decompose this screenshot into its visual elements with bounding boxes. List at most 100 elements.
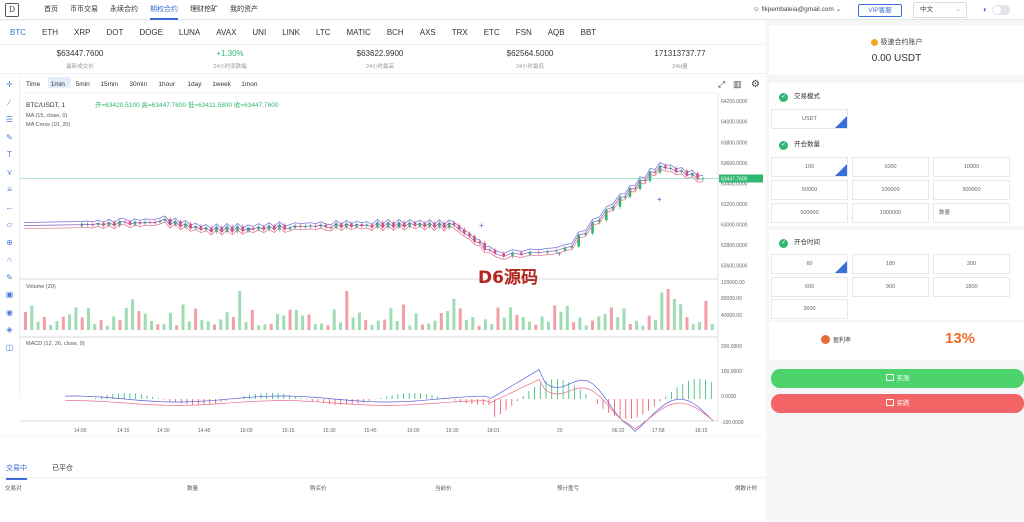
candle-body <box>370 224 374 228</box>
symbol-tab[interactable]: AVAX <box>216 28 237 37</box>
mode-option-usdt[interactable]: USDT <box>771 109 848 129</box>
eye-icon[interactable]: ◉ <box>6 307 13 317</box>
symbol-tab[interactable]: AXS <box>419 28 436 37</box>
time-option[interactable]: 600 <box>771 277 848 297</box>
volume-bar <box>187 321 191 330</box>
text-icon[interactable]: T <box>7 150 12 159</box>
qty-option[interactable]: 500000 <box>771 203 848 223</box>
chart-canvas[interactable]: Time 1min 5min 15min 30min 1hour 1day 1week 1mon… <box>20 76 765 436</box>
interval-15min[interactable]: 15min <box>100 81 118 88</box>
nav-perpetual[interactable]: 永续合约 <box>110 6 138 13</box>
fib-icon[interactable]: ☰ <box>5 115 14 124</box>
symbol-tab[interactable]: XRP <box>74 28 91 37</box>
time-option[interactable]: 180 <box>852 254 929 274</box>
time-tick: 18:01 <box>487 428 500 434</box>
qty-option[interactable]: 50000 <box>771 180 848 200</box>
symbol-tab[interactable]: DOT <box>106 28 124 37</box>
candle-body <box>591 222 594 234</box>
symbol-tab[interactable]: FSN <box>515 28 532 37</box>
candle-body <box>701 178 705 180</box>
symbol-tab[interactable]: AQB <box>547 28 565 37</box>
volume-bar <box>200 320 204 330</box>
symbol-tab[interactable]: TRX <box>451 28 468 37</box>
interval-30min[interactable]: 30min <box>129 81 147 88</box>
time-option[interactable]: 1800 <box>933 277 1010 297</box>
lock-icon[interactable]: ▣ <box>5 290 14 299</box>
volume-bar <box>301 315 305 330</box>
nav-home[interactable]: 首页 <box>44 6 58 13</box>
interval-1week[interactable]: 1week <box>212 81 232 88</box>
chevron-down-icon: ⌄ <box>835 6 842 13</box>
volume-bar <box>616 317 620 330</box>
symbol-tab[interactable]: ETC <box>483 28 500 37</box>
symbol-tab[interactable]: LINK <box>282 28 300 37</box>
interval-1mon[interactable]: 1mon <box>241 81 258 88</box>
symbol-tab[interactable]: BCH <box>386 28 404 37</box>
account-balance: 0.00 USDT <box>871 53 922 64</box>
user-menu[interactable]: ☺ filipembaleia@gmail.com ⌄ <box>753 0 841 20</box>
volume-bar <box>609 307 613 330</box>
symbol-tab[interactable]: BBT <box>580 28 597 37</box>
buy-down-button[interactable]: 买跌 <box>771 394 1024 413</box>
time-label: ✓ 开仓时间 <box>779 239 820 248</box>
logo-icon[interactable]: D <box>5 3 19 17</box>
tab-open-orders[interactable]: 交易中 <box>6 460 27 480</box>
qty-option[interactable]: 100000 <box>852 180 929 200</box>
macd-line <box>64 369 714 432</box>
interval-1min[interactable]: 1min <box>51 81 65 88</box>
volume-bar <box>320 323 324 330</box>
time-option[interactable]: 300 <box>933 254 1010 274</box>
pattern-icon[interactable]: ⋎ <box>6 167 13 177</box>
lock-draw-icon[interactable]: ✎ <box>6 272 13 282</box>
symbol-tab[interactable]: BTC <box>10 28 26 37</box>
symbol-tab[interactable]: DOGE <box>139 28 163 37</box>
ruler-icon[interactable]: ≡ <box>7 185 12 194</box>
qty-option[interactable]: 1000000 <box>852 203 929 223</box>
interval-1day[interactable]: 1day <box>187 81 202 88</box>
measure-icon[interactable]: ▱ <box>6 220 13 229</box>
cross-marker: + <box>79 221 84 230</box>
trash-icon[interactable]: ◫ <box>5 342 14 352</box>
symbol-tab[interactable]: MATIC <box>346 28 371 37</box>
time-option[interactable]: 900 <box>852 277 929 297</box>
nav-spot[interactable]: 币币交易 <box>70 6 98 13</box>
qty-input[interactable]: 数量 <box>933 203 1010 223</box>
magnet-icon[interactable]: ∩ <box>6 255 13 264</box>
interval-1hour[interactable]: 1hour <box>158 81 175 88</box>
tab-closed-orders[interactable]: 已平仓 <box>52 465 73 472</box>
nav-mining[interactable]: 理财挖矿 <box>190 6 218 13</box>
interval-5min[interactable]: 5min <box>76 81 90 88</box>
qty-option[interactable]: 300000 <box>933 180 1010 200</box>
price-tick: 62600.0000 <box>721 264 748 270</box>
zoom-icon[interactable]: ⊕ <box>6 237 13 247</box>
nav-options[interactable]: 期权合约 <box>150 0 178 20</box>
candle-body <box>685 170 689 176</box>
top-navbar: D 首页 币币交易 永续合约 期权合约 理财挖矿 我的资产 ☺ filipemb… <box>0 0 1024 20</box>
volume-bar <box>698 322 702 330</box>
layers-icon[interactable]: ◈ <box>6 325 13 334</box>
trendline-icon[interactable]: ∕ <box>8 97 11 107</box>
volume-bar <box>465 320 468 330</box>
candlestick-chart[interactable]: Time 1min 5min 15min 30min 1hour 1day 1week 1mon… <box>20 76 765 436</box>
interval-time[interactable]: Time <box>26 81 41 88</box>
time-option[interactable]: 60 <box>771 254 848 274</box>
language-select[interactable]: 中文 ⌄ <box>913 2 967 18</box>
symbol-tab[interactable]: LUNA <box>178 28 201 37</box>
symbol-tab[interactable]: LTC <box>315 28 331 37</box>
theme-toggle[interactable] <box>992 5 1010 15</box>
crosshair-icon[interactable]: ✛ <box>6 80 13 89</box>
candle-body <box>194 226 198 229</box>
vip-service-button[interactable]: VIP客服 <box>858 4 902 17</box>
qty-option[interactable]: 100 <box>771 157 848 177</box>
brush-icon[interactable]: ✎ <box>6 132 13 142</box>
candle-body <box>199 226 203 230</box>
time-option[interactable]: 3600 <box>771 299 848 319</box>
arrow-left-icon[interactable]: ← <box>5 202 14 212</box>
qty-option[interactable]: 1000 <box>852 157 929 177</box>
qty-option[interactable]: 10000 <box>933 157 1010 177</box>
buy-up-button[interactable]: 买涨 <box>771 369 1024 388</box>
profit-value: 13% <box>945 330 976 347</box>
nav-assets[interactable]: 我的资产 <box>230 6 258 13</box>
symbol-tab[interactable]: UNI <box>252 28 267 37</box>
symbol-tab[interactable]: ETH <box>42 28 58 37</box>
